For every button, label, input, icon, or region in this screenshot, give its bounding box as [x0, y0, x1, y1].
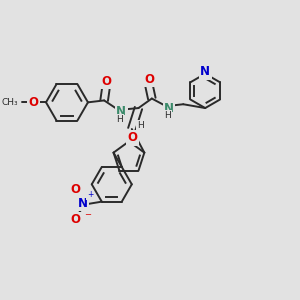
Text: O: O [128, 131, 138, 144]
Text: N: N [164, 102, 174, 115]
Text: N: N [78, 197, 88, 210]
Text: O: O [70, 183, 80, 196]
Text: −: − [84, 211, 91, 220]
Text: H: H [164, 111, 170, 120]
Text: N: N [200, 65, 210, 78]
Text: O: O [144, 73, 154, 86]
Text: +: + [87, 190, 94, 200]
Text: O: O [70, 213, 80, 226]
Text: H: H [137, 121, 144, 130]
Text: O: O [101, 75, 111, 88]
Text: N: N [116, 105, 126, 119]
Text: CH₃: CH₃ [2, 98, 18, 107]
Text: O: O [28, 96, 39, 109]
Text: H: H [116, 115, 123, 124]
